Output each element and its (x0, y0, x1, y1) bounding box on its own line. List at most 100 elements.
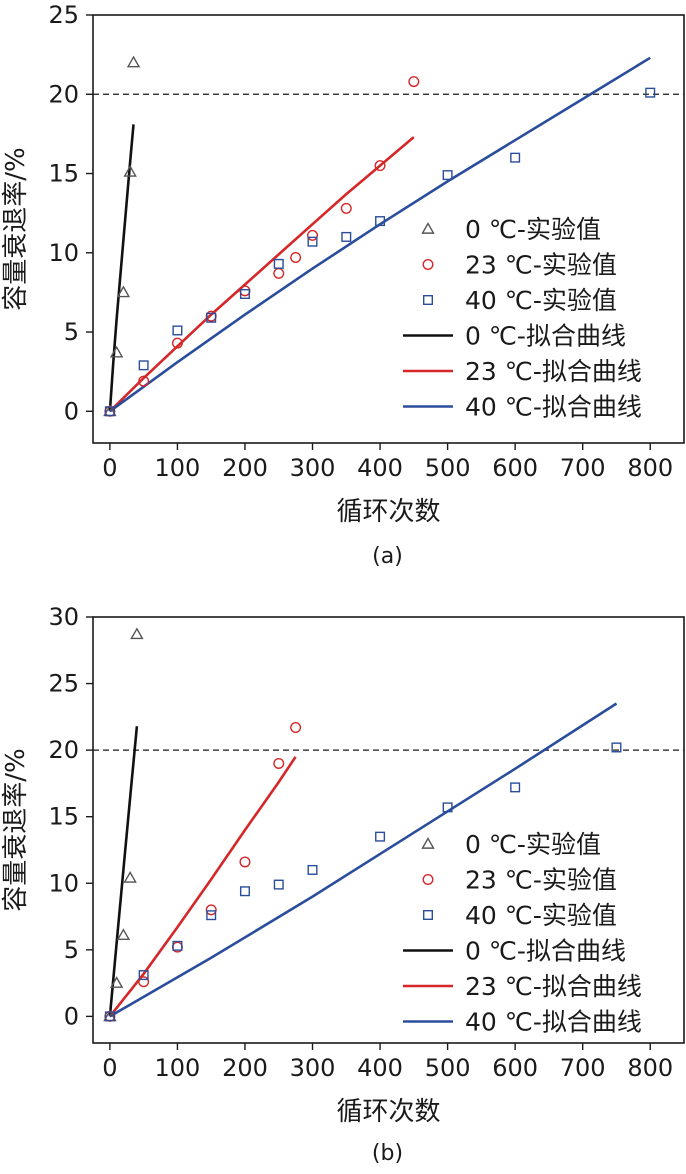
data-point-square (206, 910, 217, 921)
y-tick-label: 0 (64, 397, 79, 425)
legend-entry-label: 23 ℃-拟合曲线 (465, 972, 642, 1001)
x-tick-label: 400 (357, 454, 403, 482)
data-point-triangle (130, 627, 144, 640)
data-point-circle (138, 976, 150, 988)
data-point-square (442, 802, 453, 813)
plot-frame (92, 616, 685, 1044)
x-tick-label: 800 (627, 454, 673, 482)
legend-entry-label: 23 ℃-拟合曲线 (465, 357, 642, 386)
data-point-circle (205, 904, 217, 916)
data-point-square (611, 742, 622, 753)
x-tick-label: 700 (560, 1054, 606, 1082)
legend-marker-circle (422, 259, 434, 271)
y-tick-label: 20 (48, 80, 79, 108)
data-point-square (645, 87, 656, 98)
x-tick-label: 600 (492, 1054, 538, 1082)
legend-entry-label: 0 ℃-拟合曲线 (465, 322, 626, 351)
data-point-circle (340, 202, 352, 214)
y-tick-label: 25 (48, 1, 79, 29)
legend-marker-circle (422, 874, 434, 886)
panel-caption: (a) (372, 544, 403, 569)
legend-entry-label: 23 ℃-实验值 (465, 251, 617, 280)
x-tick-label: 500 (425, 454, 471, 482)
data-point-square (375, 831, 386, 842)
data-point-circle (307, 229, 319, 241)
data-point-circle (239, 856, 251, 868)
x-tick-label: 100 (155, 454, 201, 482)
y-axis-label: 容量衰退率/% (1, 147, 31, 310)
data-point-triangle (109, 345, 124, 358)
x-tick-label: 500 (425, 1054, 471, 1082)
data-point-square (239, 288, 250, 299)
legend-marker-triangle (421, 837, 435, 849)
x-tick-label: 200 (222, 454, 268, 482)
data-point-square (104, 406, 115, 417)
y-tick-label: 5 (64, 936, 79, 964)
data-point-square (510, 782, 521, 793)
legend-entry-label: 40 ℃-实验值 (465, 286, 617, 315)
legend-marker-square (423, 910, 434, 921)
y-tick-label: 10 (48, 239, 79, 267)
x-axis-label: 循环次数 (336, 497, 440, 527)
y-axis-label: 容量衰退率/% (1, 748, 31, 911)
data-point-square (172, 325, 183, 336)
data-point-circle (171, 337, 183, 349)
x-tick-label: 600 (492, 454, 538, 482)
panel-caption: (b) (372, 1141, 403, 1166)
legend-entry-label: 40 ℃-拟合曲线 (465, 393, 642, 422)
data-point-triangle (116, 285, 131, 298)
data-point-triangle (123, 871, 137, 883)
data-point-circle (290, 721, 302, 733)
data-point-square (307, 236, 318, 247)
data-point-triangle (109, 976, 124, 988)
plot-frame (92, 14, 685, 444)
data-point-square (341, 231, 352, 242)
x-tick-label: 800 (627, 1054, 673, 1082)
legend-entry-label: 0 ℃-实验值 (465, 830, 601, 859)
x-axis-label: 循环次数 (336, 1097, 440, 1127)
data-point-square (307, 864, 318, 875)
legend-entry-label: 0 ℃-实验值 (465, 215, 601, 244)
data-point-circle (408, 76, 420, 88)
data-point-circle (239, 285, 251, 297)
legend-entry-label: 0 ℃-拟合曲线 (465, 937, 626, 966)
data-point-triangle (123, 165, 137, 177)
legend: 0 ℃-实验值 23 ℃-实验值 40 ℃-实验值 0 ℃-拟合曲线 23 ℃-拟合曲线… (403, 215, 642, 422)
data-point-circle (273, 267, 285, 279)
data-point-square (442, 170, 453, 181)
chart-panel-a: 0 100 200 300 400 500 600 700 800 0 5 10 15 20 25 循环次数 容… (1, 1, 685, 569)
y-tick-label: 5 (64, 318, 79, 346)
y-tick-label: 30 (48, 603, 79, 631)
data-point-square (172, 940, 183, 951)
data-point-square (510, 152, 521, 163)
x-tick-label: 0 (102, 454, 117, 482)
fit-line-series (108, 756, 297, 1018)
chart-panel-b: 0 100 200 300 400 500 600 700 800 0 5 10 15 20 25 30 循环次… (1, 603, 685, 1166)
fit-line-series (108, 726, 139, 1017)
fit-line-series (109, 56, 651, 413)
legend: 0 ℃-实验值 23 ℃-实验值 40 ℃-实验值 0 ℃-拟合曲线 23 ℃-拟合曲线… (403, 830, 642, 1037)
data-point-circle (138, 375, 150, 387)
data-point-square (206, 312, 217, 323)
legend-entry-label: 23 ℃-实验值 (465, 866, 617, 895)
x-tick-label: 200 (222, 1054, 268, 1082)
x-tick-label: 0 (102, 1054, 117, 1082)
legend-marker-square (423, 295, 434, 306)
y-tick-label: 25 (48, 670, 79, 698)
x-tick-label: 100 (155, 1054, 201, 1082)
x-tick-label: 300 (290, 1054, 336, 1082)
x-tick-label: 300 (290, 454, 336, 482)
data-point-square (138, 970, 149, 981)
x-tick-label: 400 (357, 1054, 403, 1082)
data-point-triangle (116, 928, 131, 940)
data-point-square (239, 886, 250, 897)
y-tick-label: 15 (48, 160, 79, 188)
fit-line-series (109, 702, 618, 1018)
data-point-circle (273, 757, 285, 769)
data-point-square (375, 216, 386, 227)
data-point-square (138, 360, 149, 371)
data-point-square (273, 258, 284, 269)
y-tick-label: 15 (48, 803, 79, 831)
data-point-circle (374, 160, 386, 172)
